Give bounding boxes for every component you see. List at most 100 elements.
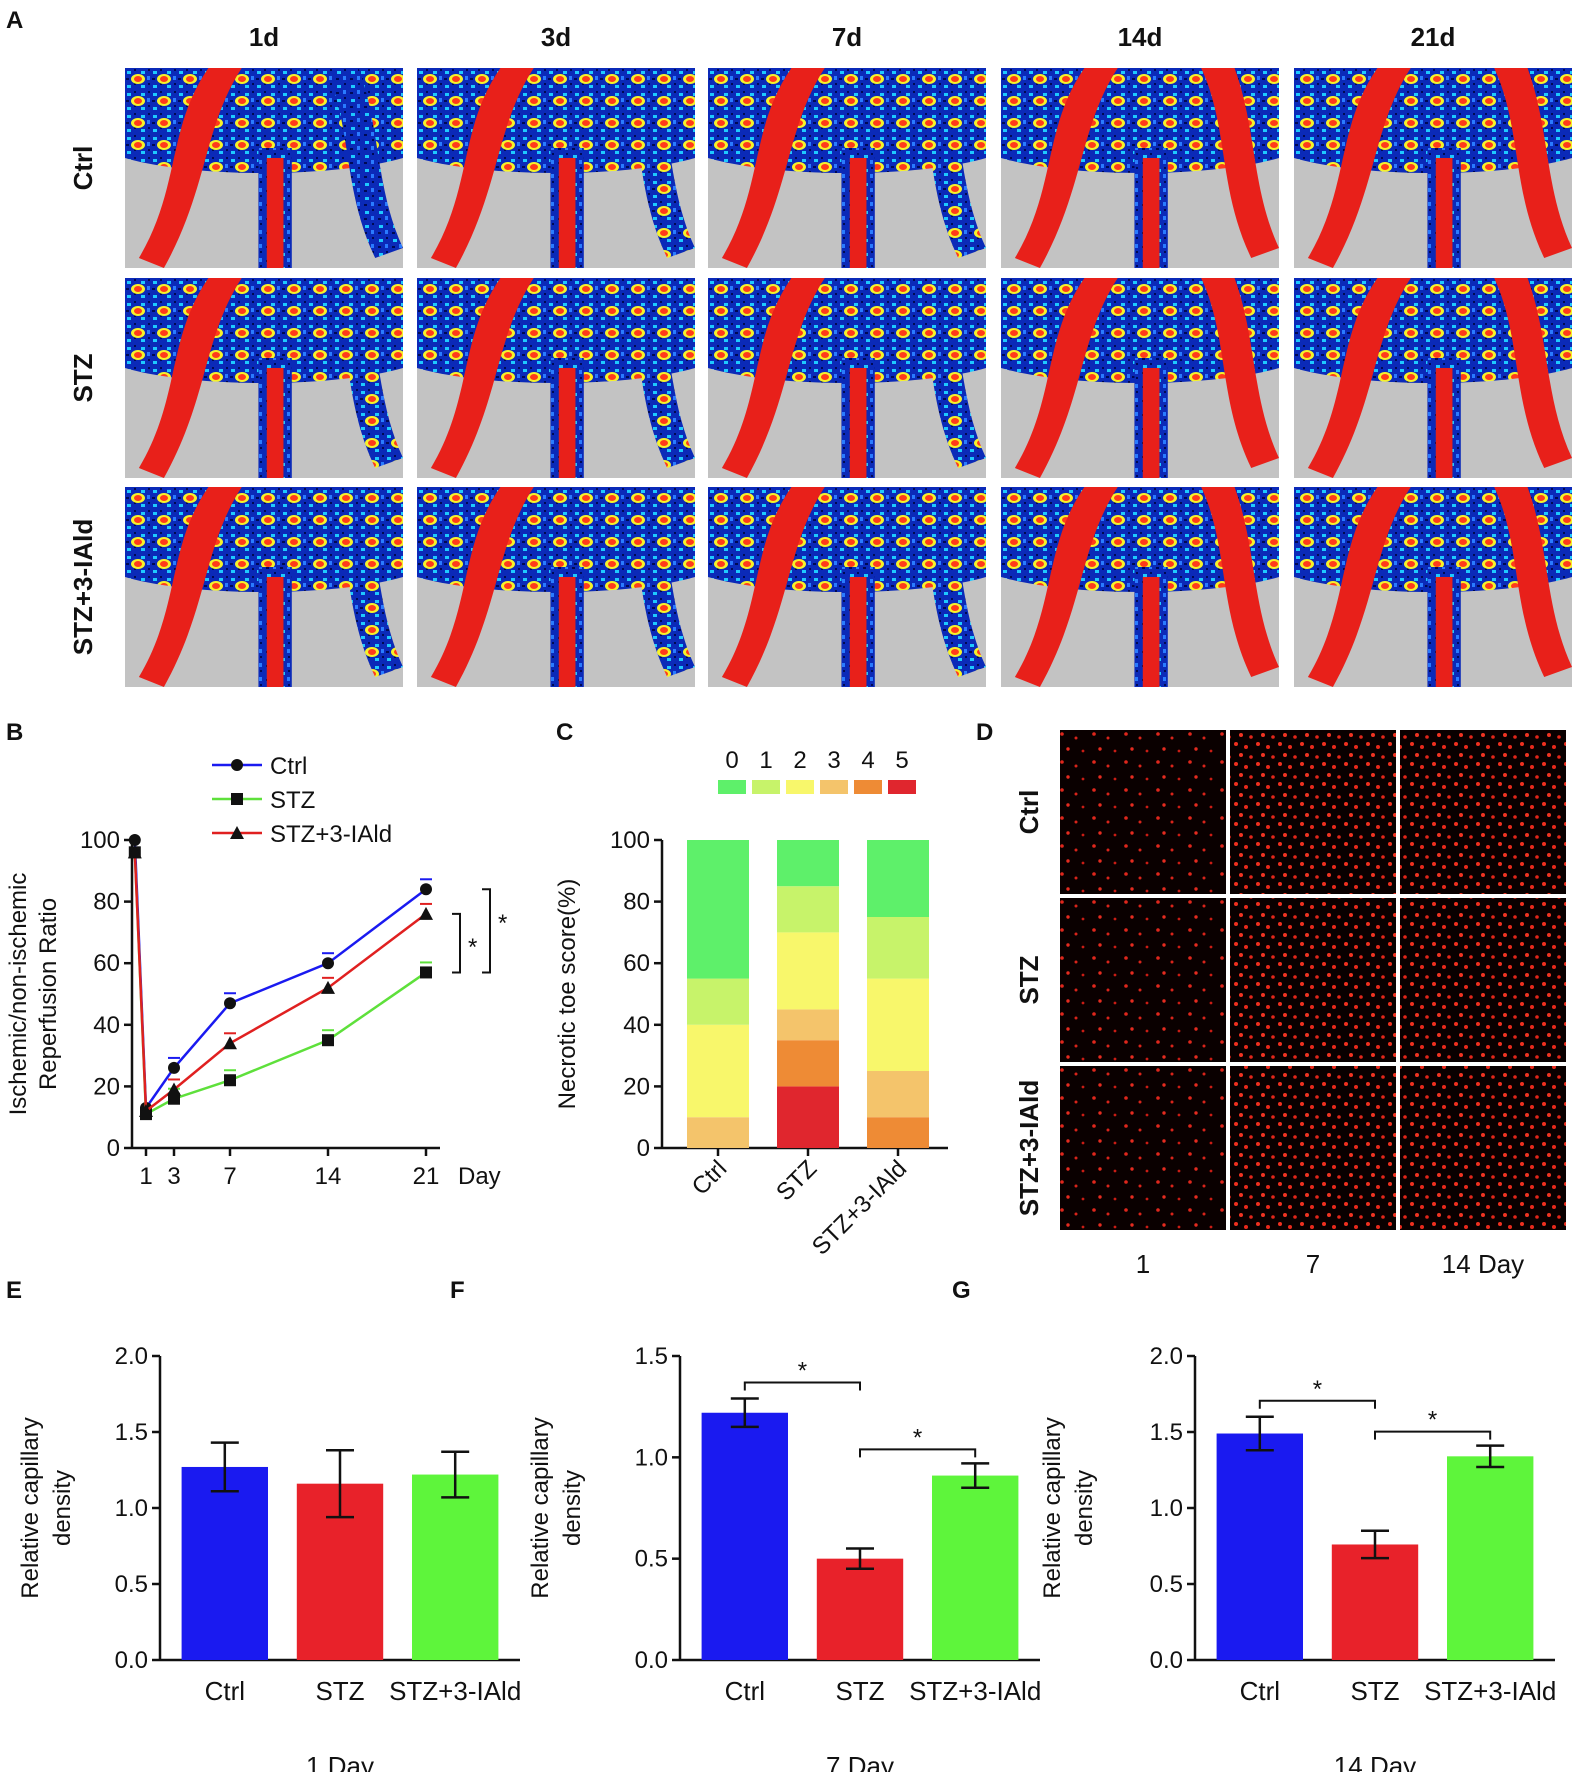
significance-star: * <box>798 1358 807 1385</box>
data-point <box>420 966 432 979</box>
fluorescence-image <box>1400 898 1566 1062</box>
legend-marker <box>231 793 243 805</box>
significance-bracket <box>452 912 461 974</box>
score-legend-swatch <box>888 780 916 794</box>
right-limb <box>617 487 695 677</box>
right-limb <box>1494 68 1572 258</box>
y-axis-label-line2: Reperfusion Ratio <box>35 898 62 1090</box>
bar-segment-score-4 <box>777 1040 839 1087</box>
bar-segment-score-3 <box>777 1009 839 1041</box>
legend-label-1: STZ <box>270 787 315 814</box>
x-tick-label: Ctrl <box>1240 1676 1280 1706</box>
left-limb <box>721 68 825 268</box>
y-axis-label: Relative capillary density <box>527 1417 586 1598</box>
perfusion-image <box>417 278 695 478</box>
y-axis-label: Necrotic toe score(%) <box>554 879 581 1110</box>
x-tick-label: STZ+3-IAld <box>909 1676 1041 1706</box>
perfusion-image <box>708 278 986 478</box>
panel-g-bar-chart: 0.0 0.5 1.0 1.5 2.0 Relative capillary density… <box>1039 1343 1556 1772</box>
panel-f-bar-chart: 0.0 0.5 1.0 1.5 Relative capillary density Ctr… <box>527 1343 1041 1772</box>
score-legend-label: 3 <box>827 747 840 774</box>
score-legend-swatch <box>820 780 848 794</box>
day-label-0: 1 <box>1136 1249 1150 1279</box>
bar-segment-score-2 <box>777 932 839 1010</box>
left-limb <box>1014 278 1118 478</box>
left-limb <box>430 68 534 268</box>
left-limb <box>430 487 534 687</box>
score-legend-swatch <box>854 780 882 794</box>
perfusion-image <box>125 487 403 687</box>
legend-label-2: STZ+3-IAld <box>270 821 392 848</box>
left-limb <box>721 278 825 478</box>
right-limb <box>1494 278 1572 468</box>
data-point <box>128 834 141 846</box>
y-tick-label: 100 <box>610 827 650 854</box>
chart-title: 1 Day <box>306 1751 374 1772</box>
y-tick-label: 0.0 <box>115 1647 148 1674</box>
y-axis-label-line1: Ischemic/non-ischemic <box>5 873 32 1116</box>
bar-segment-score-0 <box>867 840 929 917</box>
tail-core <box>266 158 284 268</box>
score-legend-swatch <box>718 780 746 794</box>
panel-e-bar-chart: 0.0 0.5 1.0 1.5 2.0 Relative capillary density… <box>17 1343 521 1772</box>
x-tick-label: 21 <box>413 1163 440 1190</box>
x-axis-label: Day <box>458 1163 501 1190</box>
significance-star: * <box>1313 1376 1322 1403</box>
right-limb <box>908 278 986 468</box>
y-tick-label: 40 <box>623 1012 650 1039</box>
group-label-2: STZ+3-IAld <box>68 519 98 656</box>
left-limb <box>1307 68 1411 268</box>
y-tick-label: 60 <box>623 950 650 977</box>
left-limb <box>721 487 825 687</box>
y-tick-label: 0.5 <box>1150 1571 1183 1598</box>
bar-segment-score-2 <box>687 1024 749 1118</box>
tail-core <box>1142 368 1160 478</box>
y-tick-label: 60 <box>93 950 120 977</box>
data-point <box>168 1092 180 1105</box>
legend-label-0: Ctrl <box>270 753 307 780</box>
left-limb <box>1014 487 1118 687</box>
bar-ctrl <box>1216 1433 1303 1660</box>
y-tick-label: 1.5 <box>115 1419 148 1446</box>
bar-stz-3-iald <box>412 1474 499 1660</box>
y-axis-label-line2: density <box>49 1470 76 1546</box>
bar-segment-score-1 <box>687 978 749 1025</box>
x-tick-label: 14 <box>315 1163 342 1190</box>
bar-stz <box>1331 1544 1419 1660</box>
significance-bracket <box>482 888 491 974</box>
tail-core <box>1435 158 1453 268</box>
perfusion-image <box>417 68 695 268</box>
group-label-0: Ctrl <box>1014 790 1044 835</box>
group-label-2: STZ+3-IAld <box>1014 1080 1044 1217</box>
perfusion-image <box>1294 68 1572 268</box>
tail-core <box>266 368 284 478</box>
right-limb <box>325 68 403 258</box>
right-limb <box>325 487 403 677</box>
day-label-1: 3d <box>541 22 571 52</box>
score-legend-label: 2 <box>793 747 806 774</box>
legend-marker <box>231 759 243 771</box>
y-axis-label: Relative capillary density <box>17 1417 76 1598</box>
left-limb <box>138 278 242 478</box>
perfusion-image <box>1294 278 1572 478</box>
bar-segment-score-0 <box>687 840 749 979</box>
panel-letter-e: E <box>6 1277 22 1304</box>
data-point <box>321 980 335 994</box>
y-tick-label: 20 <box>93 1073 120 1100</box>
fluorescence-image <box>1060 730 1226 894</box>
score-legend-label: 1 <box>759 747 772 774</box>
y-axis-label-line1: Relative capillary <box>527 1417 554 1598</box>
day-label-0: 1d <box>249 22 279 52</box>
perfusion-image <box>1294 487 1572 687</box>
y-axis-label-line1: Relative capillary <box>1039 1417 1066 1598</box>
data-point <box>224 997 236 1010</box>
tail-core <box>558 368 576 478</box>
data-point <box>322 1034 334 1047</box>
score-legend-label: 5 <box>895 747 908 774</box>
bar-stz-3-iald <box>1447 1456 1534 1660</box>
legend-marker <box>230 826 244 839</box>
significance-bracket <box>1258 1399 1376 1409</box>
group-label-1: STZ <box>1014 955 1044 1004</box>
tail-core <box>266 577 284 687</box>
